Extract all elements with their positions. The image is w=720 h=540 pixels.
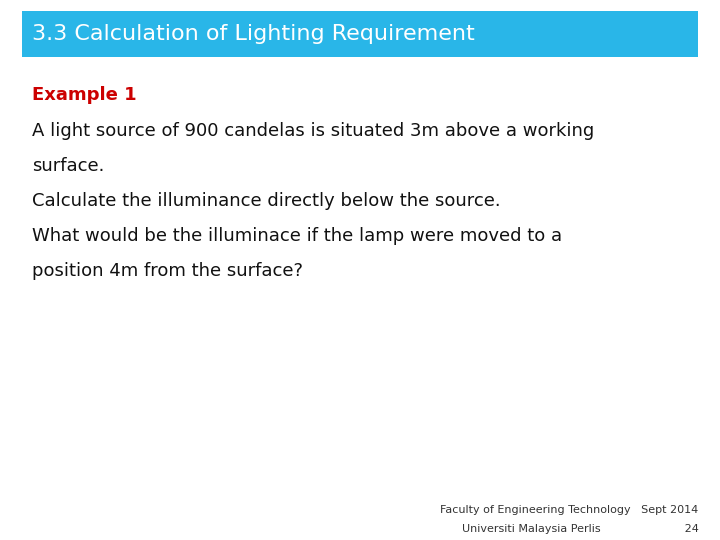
Text: A light source of 900 candelas is situated 3m above a working: A light source of 900 candelas is situat… <box>32 122 595 139</box>
Text: Universiti Malaysia Perlis                        24: Universiti Malaysia Perlis 24 <box>462 524 698 534</box>
FancyBboxPatch shape <box>22 11 698 57</box>
Text: Faculty of Engineering Technology   Sept 2014: Faculty of Engineering Technology Sept 2… <box>440 505 698 515</box>
Text: Example 1: Example 1 <box>32 86 137 104</box>
Text: What would be the illuminace if the lamp were moved to a: What would be the illuminace if the lamp… <box>32 227 562 245</box>
Text: position 4m from the surface?: position 4m from the surface? <box>32 262 303 280</box>
Text: Calculate the illuminance directly below the source.: Calculate the illuminance directly below… <box>32 192 501 210</box>
Text: 3.3 Calculation of Lighting Requirement: 3.3 Calculation of Lighting Requirement <box>32 24 475 44</box>
Text: surface.: surface. <box>32 157 105 174</box>
